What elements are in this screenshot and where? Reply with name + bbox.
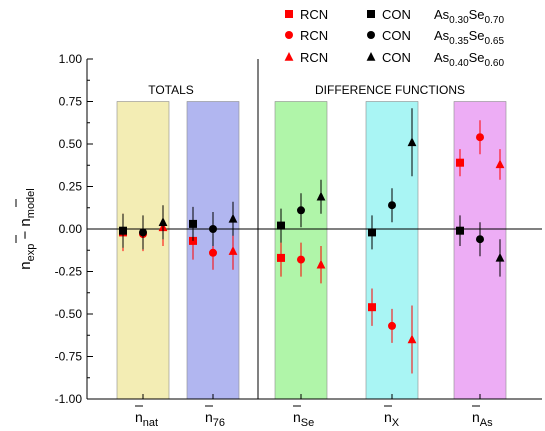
data-point-con-circle [209, 225, 217, 233]
legend-label-con: CON [382, 50, 411, 65]
data-point-con-circle [388, 201, 396, 210]
x-tick-label-X: nX [384, 409, 400, 429]
y-tick-label: 0.50 [59, 137, 83, 151]
section-label-difference: DIFFERENCE FUNCTIONS [315, 83, 465, 97]
legend-composition: As0.35Se0.65 [434, 28, 504, 47]
y-tick-label: -0.75 [55, 350, 83, 364]
legend-label-rcn: RCN [300, 28, 328, 43]
legend-marker-con-square [367, 10, 375, 18]
legend-composition: As0.40Se0.60 [434, 50, 504, 69]
legend-label-con: CON [382, 28, 411, 43]
x-tick-label-nat: nnat [135, 409, 158, 429]
data-point-con-square [368, 228, 376, 237]
data-point-rcn-circle [297, 255, 305, 264]
y-tick-label: -0.50 [55, 307, 83, 321]
data-point-rcn-triangle [407, 334, 417, 344]
legend-marker-con-circle [367, 31, 375, 39]
y-tick-label: 0.25 [59, 180, 83, 194]
group-band-X [365, 101, 419, 400]
x-tick-label-Se: nSe [293, 409, 314, 429]
data-point-con-circle [297, 206, 305, 215]
data-point-rcn-circle [209, 248, 217, 257]
data-point-con-square [277, 221, 285, 230]
data-point-con-triangle [228, 213, 238, 223]
data-point-con-circle [139, 228, 147, 237]
x-tick-label-76: n76 [205, 409, 225, 429]
y-tick-label: -1.00 [55, 392, 83, 406]
data-point-con-triangle [316, 191, 326, 201]
data-point-rcn-square [456, 158, 464, 167]
y-tick-label: -0.25 [55, 265, 83, 279]
data-point-con-square [456, 226, 464, 235]
data-point-rcn-triangle [495, 159, 505, 169]
legend-marker-rcn-square [285, 10, 293, 18]
data-point-con-triangle [407, 137, 417, 147]
legend-label-rcn: RCN [300, 50, 328, 65]
x-tick-label-As: nAs [472, 409, 493, 429]
data-point-rcn-circle [388, 321, 396, 330]
legend-marker-rcn-circle [285, 31, 293, 39]
data-point-rcn-triangle [316, 259, 326, 269]
y-tick-label: 1.00 [59, 52, 83, 66]
data-point-rcn-square [277, 253, 285, 262]
data-point-con-square [189, 219, 197, 228]
y-tick-label: 0.00 [59, 222, 83, 236]
data-point-con-square [119, 226, 127, 235]
data-point-con-triangle [158, 217, 168, 226]
data-point-rcn-square [368, 303, 376, 312]
y-axis-title: nexp − nmodel [17, 188, 37, 270]
legend-label-rcn: RCN [300, 7, 328, 22]
legend-label-con: CON [382, 7, 411, 22]
data-point-con-triangle [495, 252, 505, 262]
data-point-con-circle [476, 235, 484, 244]
data-point-rcn-triangle [228, 246, 238, 255]
data-point-rcn-circle [476, 133, 484, 142]
section-label-totals: TOTALS [148, 83, 194, 97]
legend-composition: As0.30Se0.70 [434, 7, 504, 26]
legend-marker-con-triangle [366, 51, 376, 61]
legend-marker-rcn-triangle [284, 51, 294, 61]
y-tick-label: 0.75 [59, 95, 83, 109]
